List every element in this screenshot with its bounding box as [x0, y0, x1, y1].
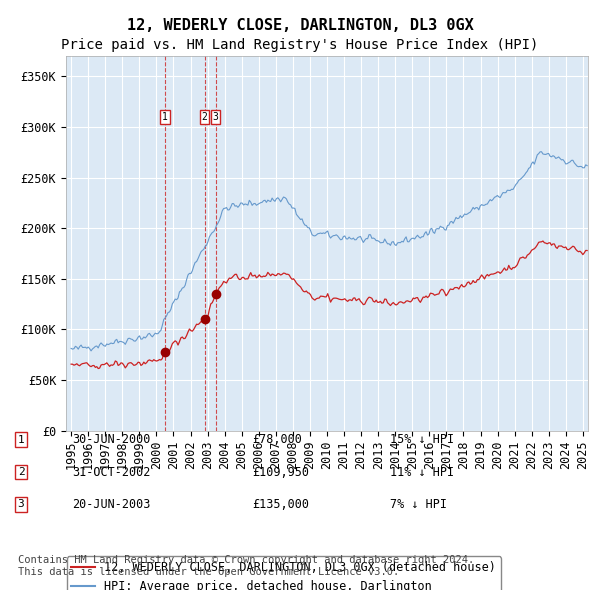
Text: Price paid vs. HM Land Registry's House Price Index (HPI): Price paid vs. HM Land Registry's House … — [61, 38, 539, 53]
Text: Contains HM Land Registry data © Crown copyright and database right 2024.
This d: Contains HM Land Registry data © Crown c… — [18, 555, 474, 577]
Text: 3: 3 — [17, 500, 25, 509]
Text: 2: 2 — [202, 112, 208, 122]
Legend: 12, WEDERLY CLOSE, DARLINGTON, DL3 0GX (detached house), HPI: Average price, det: 12, WEDERLY CLOSE, DARLINGTON, DL3 0GX (… — [67, 556, 501, 590]
Text: 31-OCT-2002: 31-OCT-2002 — [72, 466, 151, 478]
Text: £78,000: £78,000 — [252, 433, 302, 446]
Text: 30-JUN-2000: 30-JUN-2000 — [72, 433, 151, 446]
Text: 11% ↓ HPI: 11% ↓ HPI — [390, 466, 454, 478]
Text: 20-JUN-2003: 20-JUN-2003 — [72, 498, 151, 511]
Text: 1: 1 — [17, 435, 25, 444]
Text: £109,950: £109,950 — [252, 466, 309, 478]
Text: 2: 2 — [17, 467, 25, 477]
Text: 12, WEDERLY CLOSE, DARLINGTON, DL3 0GX: 12, WEDERLY CLOSE, DARLINGTON, DL3 0GX — [127, 18, 473, 32]
Text: 3: 3 — [212, 112, 218, 122]
Text: 1: 1 — [162, 112, 168, 122]
Text: £135,000: £135,000 — [252, 498, 309, 511]
Text: 7% ↓ HPI: 7% ↓ HPI — [390, 498, 447, 511]
Text: 15% ↓ HPI: 15% ↓ HPI — [390, 433, 454, 446]
